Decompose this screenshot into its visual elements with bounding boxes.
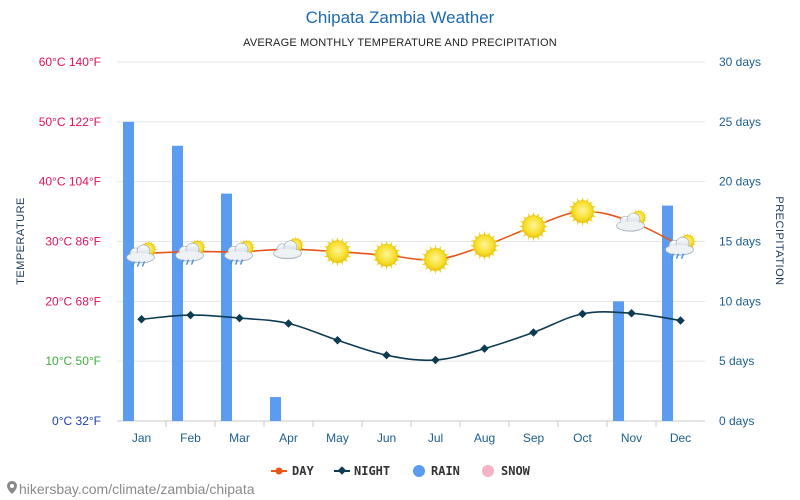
weather-icon-sunny[interactable]	[420, 244, 451, 275]
cloud-icon	[665, 236, 694, 256]
right-tick-label: 15 days	[719, 235, 761, 249]
rain-bars	[123, 121, 673, 421]
legend-item-snow[interactable]: SNOW	[482, 464, 531, 478]
night-point[interactable]	[627, 309, 636, 318]
grid-lines	[117, 61, 705, 427]
cloud-icon	[126, 244, 155, 264]
left-tick-label: 30°C 86°F	[45, 235, 101, 249]
legend-label-rain: RAIN	[431, 464, 460, 478]
sun-icon	[371, 240, 402, 271]
rain-drops-icon	[670, 253, 685, 259]
legend-label-night: NIGHT	[354, 464, 390, 478]
footer-link[interactable]: hikersbay.com/climate/zambia/chipata	[7, 481, 255, 497]
night-point[interactable]	[431, 355, 440, 365]
left-tick-label: 0°C 32°F	[52, 414, 101, 428]
chart-title: Chipata Zambia Weather	[306, 8, 495, 27]
left-tick-label: 60°C 140°F	[39, 55, 101, 69]
x-tick-label: Nov	[621, 431, 642, 445]
weather-icons	[126, 196, 697, 275]
temperature-lines	[137, 210, 685, 365]
right-tick-label: 25 days	[719, 115, 761, 129]
rain-drops-icon	[229, 259, 244, 265]
x-tick-label: Sep	[523, 431, 545, 445]
night-point[interactable]	[284, 319, 293, 328]
night-point[interactable]	[333, 335, 342, 345]
night-point[interactable]	[578, 309, 587, 319]
left-tick-label: 10°C 50°F	[45, 354, 101, 368]
x-tick-label: Dec	[670, 431, 691, 445]
cloud-icon	[224, 242, 253, 262]
night-point[interactable]	[480, 344, 489, 353]
right-tick-label: 5 days	[719, 354, 754, 368]
rain-bar[interactable]	[613, 301, 624, 421]
sun-icon	[420, 244, 451, 275]
right-tick-label: 10 days	[719, 294, 761, 308]
weather-icon-partly-cloudy-rain[interactable]	[126, 240, 158, 267]
legend: DAY NIGHT RAIN SNOW	[271, 464, 531, 478]
rain-bar[interactable]	[270, 397, 281, 421]
cloud-icon	[175, 242, 204, 262]
night-point[interactable]	[235, 313, 244, 323]
chart-subtitle: AVERAGE MONTHLY TEMPERATURE AND PRECIPIT…	[243, 37, 557, 49]
night-point[interactable]	[676, 316, 685, 325]
cloud-icon	[273, 240, 302, 260]
legend-label-day: DAY	[292, 464, 314, 478]
left-tick-label: 40°C 104°F	[39, 175, 101, 189]
sun-icon	[518, 211, 549, 242]
legend-item-day[interactable]: DAY	[271, 464, 314, 478]
x-tick-label: Jan	[132, 431, 151, 445]
rain-bar[interactable]	[662, 205, 673, 421]
legend-item-night[interactable]: NIGHT	[334, 464, 390, 478]
night-line	[141, 311, 681, 362]
weather-icon-sunny[interactable]	[469, 230, 500, 261]
weather-icon-partly-cloudy[interactable]	[616, 208, 648, 232]
weather-icon-partly-cloudy-rain[interactable]	[175, 238, 207, 265]
night-point[interactable]	[186, 310, 195, 320]
sun-icon	[469, 230, 500, 261]
weather-icon-partly-cloudy[interactable]	[273, 236, 305, 260]
x-tick-label: Feb	[180, 431, 201, 445]
night-point[interactable]	[382, 350, 391, 360]
right-axis-label: PRECIPITATION	[773, 196, 785, 285]
left-tick-label: 50°C 122°F	[39, 115, 101, 129]
weather-icon-sunny[interactable]	[371, 240, 402, 271]
x-tick-label: Mar	[229, 431, 250, 445]
sun-icon	[322, 236, 353, 267]
x-axis-ticks: Jan Feb Mar Apr May Jun Jul Aug Sep Oct Nov Dec	[132, 431, 691, 445]
sun-icon	[567, 196, 598, 227]
weather-icon-sunny[interactable]	[518, 211, 549, 242]
x-tick-label: Jul	[428, 431, 443, 445]
right-tick-label: 20 days	[719, 175, 761, 189]
night-point[interactable]	[137, 315, 146, 324]
right-tick-label: 30 days	[719, 55, 761, 69]
right-axis-ticks: 0 days 5 days 10 days 15 days 20 days 25 days…	[719, 55, 761, 428]
right-tick-label: 0 days	[719, 414, 754, 428]
night-point[interactable]	[529, 328, 538, 337]
left-tick-label: 20°C 68°F	[45, 294, 101, 308]
left-axis-label: TEMPERATURE	[15, 197, 27, 285]
x-tick-label: Aug	[474, 431, 495, 445]
rain-bar[interactable]	[221, 193, 232, 421]
footer-source-text: hikersbay.com/climate/zambia/chipata	[19, 481, 255, 497]
location-pin-icon	[7, 481, 17, 494]
x-tick-label: Oct	[573, 431, 592, 445]
weather-icon-sunny[interactable]	[322, 236, 353, 267]
rain-drops-icon	[180, 259, 195, 265]
weather-icon-partly-cloudy-rain[interactable]	[224, 238, 256, 265]
x-tick-label: Jun	[377, 431, 396, 445]
legend-item-rain[interactable]: RAIN	[413, 464, 460, 478]
rain-drops-icon	[131, 261, 146, 267]
left-axis-ticks: 0°C 32°F 10°C 50°F 20°C 68°F 30°C 86°F 40°C …	[39, 55, 101, 428]
x-tick-label: Apr	[279, 431, 298, 445]
x-tick-label: May	[326, 431, 349, 445]
cloud-icon	[616, 212, 645, 232]
rain-bar[interactable]	[172, 145, 183, 421]
rain-bar[interactable]	[123, 121, 134, 421]
legend-label-snow: SNOW	[501, 464, 531, 478]
weather-icon-partly-cloudy-rain[interactable]	[665, 232, 697, 259]
weather-icon-sunny[interactable]	[567, 196, 598, 227]
